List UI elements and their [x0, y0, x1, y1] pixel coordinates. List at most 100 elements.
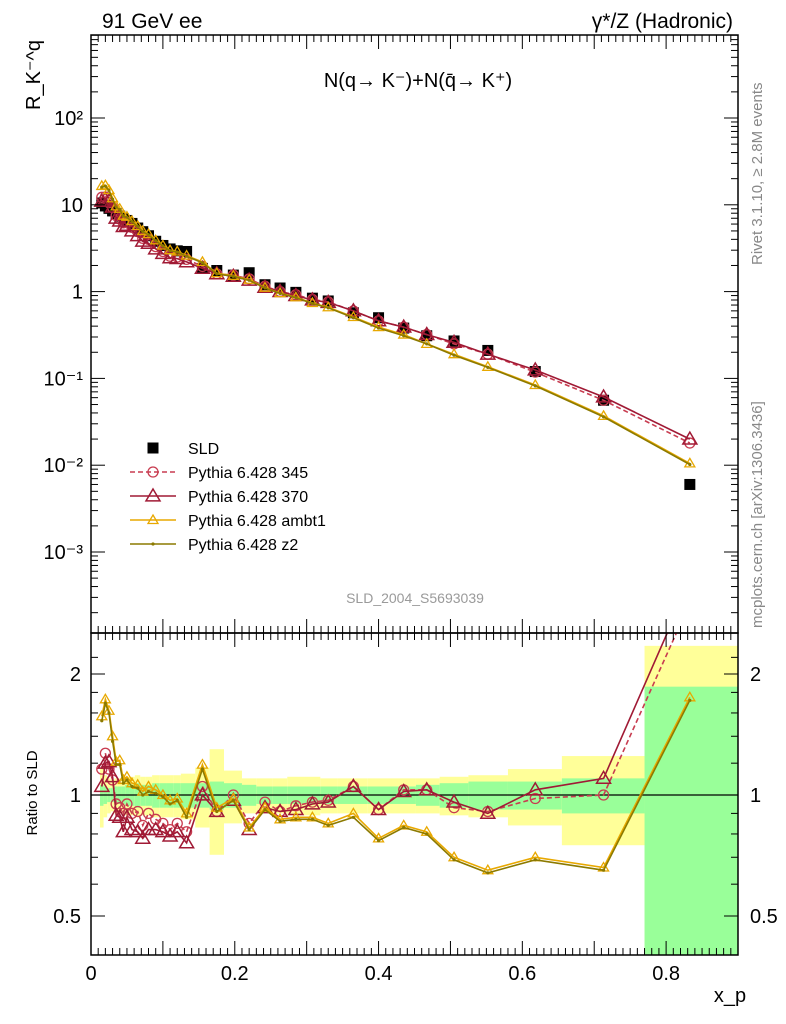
rivet-label: Rivet 3.1.10, ≥ 2.8M events	[749, 83, 766, 266]
main-point	[376, 326, 381, 330]
main-point	[227, 269, 240, 280]
ratio-xtick-label: 0.4	[365, 963, 393, 985]
main-point	[278, 291, 282, 296]
ratio-point	[256, 799, 274, 814]
ratio-point	[168, 823, 186, 838]
ratio-point	[130, 784, 134, 789]
main-ylabel: R_K⁻^q	[23, 40, 45, 110]
main-axis-ticks: 10⁻³ 10⁻² 10⁻¹ 1 10 10²	[44, 34, 739, 633]
ratio-point	[208, 802, 226, 818]
ratio-ytick-label: 1	[70, 785, 81, 807]
ratio-series-line	[101, 633, 678, 834]
ratio-ylabel-text: Ratio to SLD	[24, 750, 41, 835]
ratio-point	[96, 763, 108, 775]
main-point	[395, 318, 413, 333]
main-series-line	[101, 196, 691, 444]
main-point	[402, 334, 406, 338]
main-point	[118, 208, 122, 212]
legend-entry: Pythia 6.428 z2	[130, 537, 298, 554]
main-point	[164, 243, 176, 255]
main-point	[231, 274, 235, 278]
ratio-point	[215, 809, 219, 814]
main-ytick-label: 10⁻¹	[44, 368, 84, 390]
main-point	[136, 225, 140, 229]
main-point	[121, 214, 125, 218]
ratio-point	[345, 778, 362, 793]
main-point	[114, 205, 118, 209]
main-point	[326, 306, 330, 310]
main-bands	[93, 178, 699, 490]
ratio-point	[533, 858, 537, 862]
main-point	[211, 265, 223, 277]
main-point	[263, 286, 267, 290]
ratio-point	[97, 754, 114, 769]
ratio-point	[418, 781, 436, 796]
main-point	[486, 365, 490, 369]
ratio-point	[601, 868, 606, 872]
legend-marker	[144, 487, 162, 502]
ratio-ytick-label-right: 1	[750, 785, 761, 807]
analysis-id: SLD_2004_S5693039	[346, 590, 484, 606]
main-point	[310, 301, 315, 306]
ratio-point	[194, 786, 211, 801]
legend-marker	[146, 513, 160, 525]
main-point	[103, 184, 107, 188]
main-point	[681, 430, 699, 445]
ratio-point	[247, 828, 251, 832]
main-ytick-label: 10⁻²	[44, 455, 84, 477]
ratio-axis-ticks: 0 0.2 0.4 0.6 0.8 0.5 0.5 1 1 2 2	[53, 633, 778, 985]
main-point	[595, 388, 612, 403]
ratio-ytick-label-right: 0.5	[750, 906, 778, 928]
xlabel: x_p	[714, 985, 746, 1007]
ratio-point	[154, 823, 172, 838]
ratio-point	[271, 802, 289, 818]
ratio-point	[688, 698, 692, 702]
ratio-bands	[91, 598, 738, 955]
main-point	[247, 278, 251, 282]
main-point	[533, 384, 537, 388]
ratio-point	[104, 768, 121, 783]
main-point	[200, 261, 205, 265]
ratio-point	[200, 767, 205, 771]
main-point	[102, 183, 116, 195]
main-point	[684, 478, 696, 490]
legend: SLD Pythia 6.428 345 Pythia 6.428 370 Pythi…	[130, 441, 326, 554]
ratio-point	[319, 793, 337, 808]
main-point	[322, 295, 334, 307]
main-point	[425, 342, 429, 346]
ratio-point	[526, 781, 544, 796]
ratio-point	[278, 819, 282, 823]
ratio-band-inner	[644, 686, 738, 955]
main-point	[146, 233, 151, 237]
main-point	[526, 361, 544, 376]
main-series-1	[96, 191, 696, 449]
ratio-point	[121, 781, 125, 785]
ratio-point	[114, 763, 118, 767]
header-right: γ*/Z (Hadronic)	[592, 10, 733, 33]
ratio-xtick-label: 0.8	[652, 963, 680, 985]
ratio-point	[304, 795, 321, 810]
main-point	[97, 190, 114, 205]
ratio-point	[118, 763, 122, 767]
ratio-point	[171, 817, 183, 830]
main-point	[373, 312, 385, 324]
ratio-panel: 0 0.2 0.4 0.6 0.8 0.5 0.5 1 1 2 2 Ratio to SLD x_p	[24, 598, 778, 1007]
ratio-point	[370, 801, 387, 816]
main-point	[185, 254, 189, 258]
ratio-point	[107, 806, 125, 821]
legend-entry: Pythia 6.428 ambt1	[130, 513, 326, 530]
legend-marker	[147, 466, 159, 478]
main-point	[397, 328, 410, 339]
ratio-point	[161, 827, 179, 842]
ratio-point	[310, 817, 315, 821]
ratio-point	[129, 823, 147, 838]
ratio-point	[263, 807, 267, 812]
ratio-ylabel: Ratio to SLD	[24, 750, 41, 835]
ratio-point	[351, 815, 355, 819]
legend-label: Pythia 6.428 ambt1	[188, 513, 326, 530]
legend-label: Pythia 6.428 z2	[188, 537, 298, 554]
ratio-point	[685, 598, 695, 608]
ratio-point	[125, 778, 129, 782]
main-ytick-label: 10²	[54, 108, 83, 130]
main-point	[398, 322, 410, 334]
